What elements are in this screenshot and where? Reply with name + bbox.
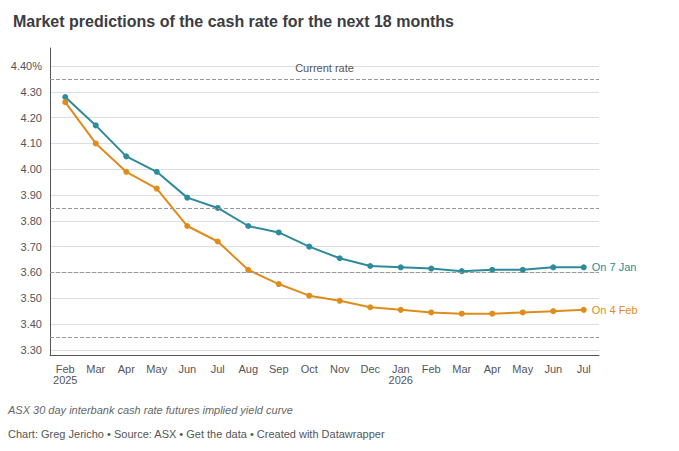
svg-text:4.20: 4.20 bbox=[21, 112, 42, 124]
svg-text:Chart: Greg Jericho • Source:: Chart: Greg Jericho • Source: ASX • Get … bbox=[8, 428, 385, 440]
svg-text:Dec: Dec bbox=[360, 363, 380, 375]
svg-text:Feb: Feb bbox=[55, 362, 75, 375]
svg-text:3.90: 3.90 bbox=[21, 189, 42, 201]
svg-text:On 7 Jan: On 7 Jan bbox=[592, 261, 637, 273]
svg-text:Feb: Feb bbox=[422, 363, 441, 375]
svg-text:Jul: Jul bbox=[211, 363, 225, 375]
svg-text:Jun: Jun bbox=[544, 363, 562, 375]
svg-text:On 4 Feb: On 4 Feb bbox=[592, 304, 638, 316]
svg-text:3.60: 3.60 bbox=[21, 266, 42, 278]
svg-text:Market predictions of the cash: Market predictions of the cash rate for … bbox=[13, 13, 454, 30]
svg-text:Apr: Apr bbox=[118, 363, 135, 375]
svg-text:3.30: 3.30 bbox=[21, 344, 42, 356]
svg-text:3.70: 3.70 bbox=[21, 241, 42, 253]
svg-text:3.40: 3.40 bbox=[21, 318, 42, 330]
svg-text:4.00: 4.00 bbox=[21, 163, 42, 175]
svg-text:3.80: 3.80 bbox=[21, 215, 42, 227]
svg-text:Oct: Oct bbox=[301, 363, 318, 375]
svg-text:Current rate: Current rate bbox=[295, 62, 354, 74]
svg-text:4.10: 4.10 bbox=[21, 137, 42, 149]
svg-text:Jul: Jul bbox=[577, 363, 591, 375]
svg-text:2026: 2026 bbox=[389, 374, 413, 386]
svg-text:May: May bbox=[146, 363, 167, 375]
svg-text:ASX 30 day interbank cash rate: ASX 30 day interbank cash rate futures i… bbox=[7, 404, 293, 416]
svg-text:Nov: Nov bbox=[330, 363, 350, 375]
svg-text:Mar: Mar bbox=[86, 363, 105, 375]
svg-text:Sep: Sep bbox=[269, 363, 289, 375]
svg-text:Mar: Mar bbox=[452, 363, 471, 375]
svg-text:May: May bbox=[512, 363, 533, 375]
svg-text:Jun: Jun bbox=[178, 363, 196, 375]
svg-text:Apr: Apr bbox=[484, 363, 501, 375]
svg-text:4.30: 4.30 bbox=[21, 86, 42, 98]
svg-text:3.50: 3.50 bbox=[21, 292, 42, 304]
svg-text:4.40%: 4.40% bbox=[11, 60, 42, 72]
svg-text:2025: 2025 bbox=[53, 374, 77, 386]
svg-text:Aug: Aug bbox=[238, 363, 258, 375]
svg-text:Jan: Jan bbox=[391, 362, 410, 375]
